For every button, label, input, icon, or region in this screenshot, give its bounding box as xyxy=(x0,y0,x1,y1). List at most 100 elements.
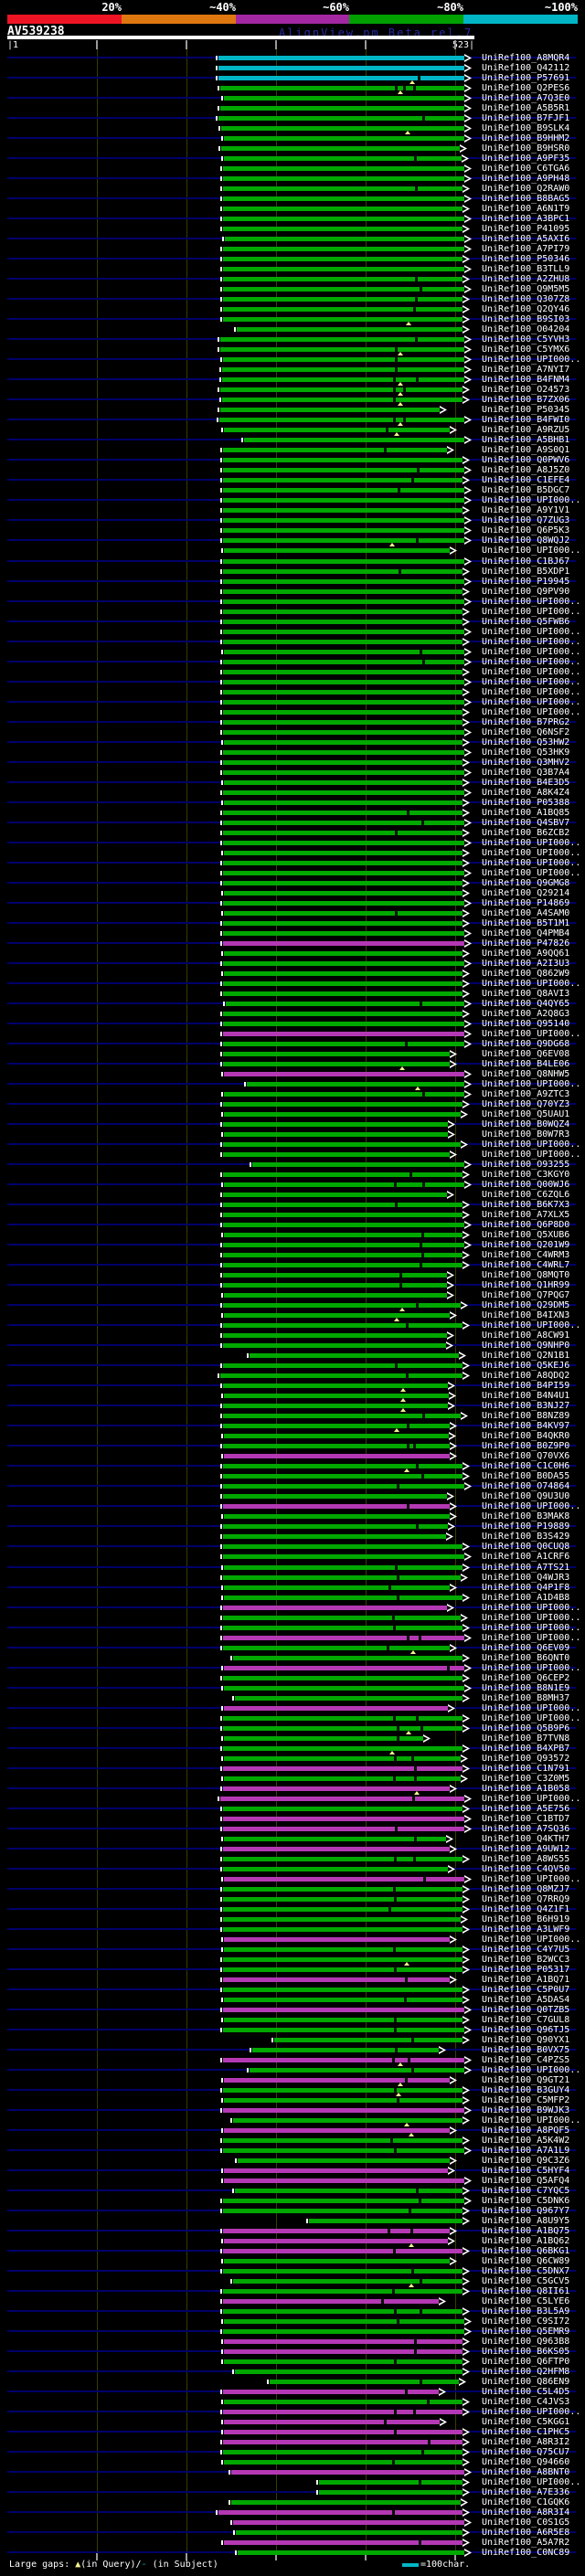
hit-bar[interactable] xyxy=(224,1182,464,1187)
hit-bar[interactable] xyxy=(223,720,463,725)
hit-label[interactable]: UniRef100_C5L4D5 xyxy=(482,2387,570,2397)
hit-label[interactable]: UniRef100_B5DGC7 xyxy=(482,485,570,495)
hit-bar[interactable] xyxy=(223,1203,463,1207)
hit-bar[interactable] xyxy=(223,579,464,584)
hit-label[interactable]: UniRef100_C5YVH3 xyxy=(482,334,570,345)
hit-bar[interactable] xyxy=(238,2550,464,2555)
hit-label[interactable]: UniRef100_UPI000.. xyxy=(482,1613,581,1623)
hit-label[interactable]: UniRef100_Q0TZB5 xyxy=(482,2005,570,2015)
hit-bar[interactable] xyxy=(223,1172,463,1177)
hit-label[interactable]: UniRef100_O74864 xyxy=(482,1481,570,1491)
hit-label[interactable]: UniRef100_P19889 xyxy=(482,1521,570,1532)
hit-label[interactable]: UniRef100_UPI000.. xyxy=(482,858,581,868)
hit-label[interactable]: UniRef100_B4E3D5 xyxy=(482,778,570,788)
hit-label[interactable]: UniRef100_C5YMX6 xyxy=(482,345,570,355)
hit-label[interactable]: UniRef100_UPI000.. xyxy=(482,687,581,697)
hit-label[interactable]: UniRef100_A2I3U3 xyxy=(482,959,570,969)
hit-bar[interactable] xyxy=(224,1998,463,2002)
hit-bar[interactable] xyxy=(224,1092,464,1097)
hit-label[interactable]: UniRef100_B4XPB7 xyxy=(482,1744,570,1754)
hit-label[interactable]: UniRef100_UPI000.. xyxy=(482,2065,581,2075)
hit-label[interactable]: UniRef100_C7YQC5 xyxy=(482,2186,570,2196)
hit-label[interactable]: UniRef100_P41095 xyxy=(482,224,570,234)
hit-bar[interactable] xyxy=(223,1333,447,1338)
hit-bar[interactable] xyxy=(223,1383,448,1388)
hit-label[interactable]: UniRef100_P50346 xyxy=(482,254,570,264)
hit-label[interactable]: UniRef100_Q9GMG8 xyxy=(482,878,570,888)
hit-bar[interactable] xyxy=(224,1313,450,1318)
hit-label[interactable]: UniRef100_Q8WQJ2 xyxy=(482,535,570,546)
hit-label[interactable]: UniRef100_Q6BKG1 xyxy=(482,2246,570,2256)
hit-label[interactable]: UniRef100_O93255 xyxy=(482,1160,570,1170)
hit-bar[interactable] xyxy=(237,327,463,332)
hit-bar[interactable] xyxy=(236,2530,463,2535)
hit-label[interactable]: UniRef100_UPI000.. xyxy=(482,1703,581,1713)
hit-label[interactable]: UniRef100_C5MFP2 xyxy=(482,2095,570,2105)
hit-label[interactable]: UniRef100_C4QV50 xyxy=(482,1864,570,1874)
hit-bar[interactable] xyxy=(224,2400,463,2404)
hit-label[interactable]: UniRef100_UPI000.. xyxy=(482,1794,581,1804)
hit-label[interactable]: UniRef100_P50345 xyxy=(482,405,570,415)
hit-bar[interactable] xyxy=(224,2078,450,2083)
hit-label[interactable]: UniRef100_B9SI03 xyxy=(482,314,570,324)
hit-bar[interactable] xyxy=(235,2189,463,2193)
hit-bar[interactable] xyxy=(223,941,464,946)
hit-label[interactable]: UniRef100_UPI000.. xyxy=(482,838,581,848)
hit-label[interactable]: UniRef100_C1N791 xyxy=(482,1764,570,1774)
hit-bar[interactable] xyxy=(223,488,464,493)
hit-bar[interactable] xyxy=(223,660,464,664)
hit-bar[interactable] xyxy=(224,1454,450,1458)
hit-label[interactable]: UniRef100_P57691 xyxy=(482,73,570,83)
hit-label[interactable]: UniRef100_A5K4W2 xyxy=(482,2136,570,2146)
hit-bar[interactable] xyxy=(223,961,464,966)
hit-bar[interactable] xyxy=(223,1726,463,1731)
hit-bar[interactable] xyxy=(218,76,464,80)
hit-label[interactable]: UniRef100_UPI000.. xyxy=(482,1874,581,1884)
hit-bar[interactable] xyxy=(223,1052,450,1056)
hit-bar[interactable] xyxy=(220,86,464,90)
hit-label[interactable]: UniRef100_UPI000.. xyxy=(482,1603,581,1613)
hit-label[interactable]: UniRef100_Q9C3Z6 xyxy=(482,2156,570,2166)
hit-label[interactable]: UniRef100_A9S0Q1 xyxy=(482,445,570,455)
hit-label[interactable]: UniRef100_B9HHM2 xyxy=(482,133,570,143)
hit-bar[interactable] xyxy=(223,2148,464,2153)
hit-bar[interactable] xyxy=(224,2319,464,2324)
hit-label[interactable]: UniRef100_Q53HW2 xyxy=(482,737,570,747)
hit-bar[interactable] xyxy=(223,1786,450,1791)
hit-bar[interactable] xyxy=(223,861,463,865)
hit-label[interactable]: UniRef100_UPI000.. xyxy=(482,627,581,637)
hit-bar[interactable] xyxy=(223,991,463,996)
hit-bar[interactable] xyxy=(223,498,464,503)
hit-label[interactable]: UniRef100_C4PZS5 xyxy=(482,2055,570,2065)
hit-label[interactable]: UniRef100_C4JVS3 xyxy=(482,2397,570,2407)
hit-label[interactable]: UniRef100_UPI000.. xyxy=(482,637,581,647)
hit-label[interactable]: UniRef100_Q4KTH7 xyxy=(482,1834,570,1844)
hit-label[interactable]: UniRef100_UPI000.. xyxy=(482,1935,581,1945)
hit-label[interactable]: UniRef100_B9HSR0 xyxy=(482,143,570,154)
hit-label[interactable]: UniRef100_Q6CEP2 xyxy=(482,1673,570,1683)
hit-label[interactable]: UniRef100_Q4P1F8 xyxy=(482,1583,570,1593)
hit-label[interactable]: UniRef100_Q8MZJ7 xyxy=(482,1884,570,1894)
hit-label[interactable]: UniRef100_A1B058 xyxy=(482,1784,570,1794)
hit-bar[interactable] xyxy=(319,2480,463,2485)
hit-bar[interactable] xyxy=(222,377,464,382)
hit-bar[interactable] xyxy=(223,1022,464,1026)
hit-label[interactable]: UniRef100_UPI000.. xyxy=(482,597,581,607)
hit-bar[interactable] xyxy=(223,1484,464,1489)
hit-bar[interactable] xyxy=(223,2450,463,2454)
hit-bar[interactable] xyxy=(223,518,464,523)
hit-bar[interactable] xyxy=(223,1917,461,1922)
hit-bar[interactable] xyxy=(224,1293,447,1298)
hit-bar[interactable] xyxy=(223,670,463,674)
hit-bar[interactable] xyxy=(223,2008,464,2012)
hit-bar[interactable] xyxy=(223,2299,439,2304)
hit-label[interactable]: UniRef100_UPI000.. xyxy=(482,677,581,687)
hit-label[interactable]: UniRef100_B9SLK4 xyxy=(482,123,570,133)
hit-bar[interactable] xyxy=(224,1947,463,1952)
hit-label[interactable]: UniRef100_C3KGY0 xyxy=(482,1170,570,1180)
hit-label[interactable]: UniRef100_Q9NHP0 xyxy=(482,1341,570,1351)
hit-label[interactable]: UniRef100_A4SAM0 xyxy=(482,908,570,918)
hit-label[interactable]: UniRef100_Q4WJR3 xyxy=(482,1573,570,1583)
hit-bar[interactable] xyxy=(223,1907,463,1912)
hit-bar[interactable] xyxy=(223,610,463,614)
